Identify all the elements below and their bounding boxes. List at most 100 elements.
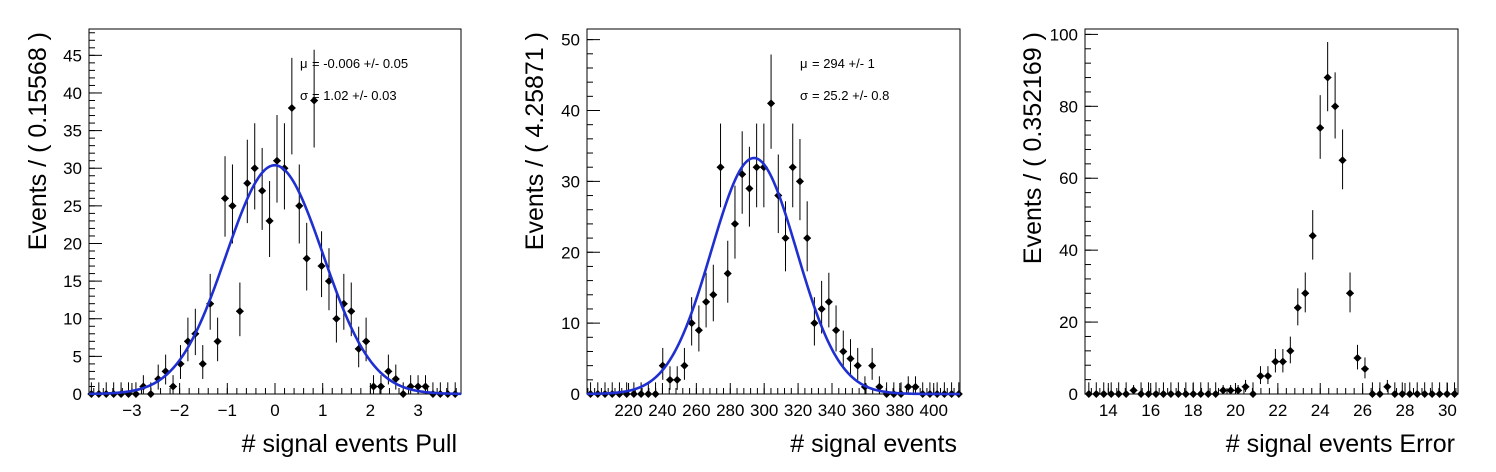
marker bbox=[1107, 390, 1116, 398]
marker bbox=[1211, 390, 1220, 398]
y-tick-label: 35 bbox=[63, 122, 82, 141]
marker bbox=[1099, 390, 1108, 398]
data-point bbox=[1375, 382, 1384, 398]
data-point bbox=[391, 364, 400, 390]
marker bbox=[817, 304, 826, 313]
stat-value: = -0.006 +/- 0.05 bbox=[312, 56, 408, 71]
marker bbox=[644, 390, 653, 398]
marker bbox=[702, 297, 711, 306]
y-tick-label: 60 bbox=[1059, 169, 1078, 188]
data-point bbox=[1331, 72, 1340, 139]
marker bbox=[1219, 386, 1228, 395]
data-point bbox=[1383, 379, 1392, 392]
data-point bbox=[1420, 382, 1429, 398]
x-tick-label: 26 bbox=[1353, 401, 1372, 420]
data-point bbox=[243, 139, 252, 224]
data-point bbox=[680, 347, 689, 380]
data-point bbox=[651, 382, 660, 398]
y-tick-label: 30 bbox=[63, 159, 82, 178]
data-point bbox=[853, 347, 862, 380]
marker bbox=[1360, 364, 1369, 373]
data-point bbox=[228, 164, 237, 244]
data-point bbox=[310, 49, 319, 148]
stat-symbol: μ bbox=[300, 56, 308, 71]
plot-frame bbox=[1084, 28, 1459, 395]
data-point bbox=[1219, 385, 1228, 395]
x-tick-label: −1 bbox=[218, 401, 237, 420]
stat-value: = 25.2 +/- 0.8 bbox=[812, 88, 889, 103]
marker bbox=[629, 390, 638, 398]
data-point bbox=[1234, 385, 1243, 395]
data-point bbox=[332, 291, 341, 343]
data-point bbox=[221, 156, 230, 237]
y-tick-label: 40 bbox=[63, 84, 82, 103]
marker bbox=[131, 390, 140, 398]
data-point bbox=[1405, 382, 1414, 398]
x-tick-label: 2 bbox=[366, 401, 375, 420]
data-point bbox=[1271, 349, 1280, 373]
y-tick-label: 25 bbox=[63, 197, 82, 216]
marker bbox=[730, 219, 739, 228]
data-point bbox=[1129, 385, 1138, 395]
marker bbox=[235, 307, 244, 316]
x-tick-label: 20 bbox=[1226, 401, 1245, 420]
data-point bbox=[1360, 357, 1369, 379]
data-point bbox=[1144, 382, 1153, 398]
data-point bbox=[730, 185, 739, 259]
data-point bbox=[1241, 379, 1250, 392]
marker bbox=[1375, 390, 1384, 398]
marker bbox=[1174, 390, 1183, 398]
data-point bbox=[911, 376, 920, 394]
data-point bbox=[832, 305, 841, 352]
data-point bbox=[1293, 288, 1302, 326]
x-tick-label: 14 bbox=[1099, 401, 1118, 420]
marker bbox=[1226, 386, 1235, 395]
data-point bbox=[1390, 382, 1399, 398]
y-tick-label: 5 bbox=[73, 347, 82, 366]
stat-symbol: σ bbox=[300, 88, 308, 103]
marker bbox=[846, 354, 855, 363]
marker bbox=[1144, 390, 1153, 398]
y-tick-label: 20 bbox=[561, 243, 580, 262]
x-tick-label: −2 bbox=[170, 401, 189, 420]
signal-events-plot: 220 240 260 280 300 320 340 360 380 400 0 10 20 30 40 5… bbox=[521, 28, 963, 458]
data-point bbox=[702, 272, 711, 328]
marker bbox=[1122, 390, 1131, 398]
marker bbox=[287, 104, 296, 113]
x-tick-label: 320 bbox=[784, 401, 812, 420]
data-point bbox=[295, 164, 304, 244]
y-tick-label: 20 bbox=[63, 234, 82, 253]
data-point bbox=[1428, 382, 1437, 398]
stat-symbol: μ bbox=[800, 56, 808, 71]
marker bbox=[317, 262, 326, 271]
marker bbox=[709, 290, 718, 299]
data-point bbox=[1316, 95, 1325, 159]
y-tick-label: 30 bbox=[561, 172, 580, 191]
data-point bbox=[1413, 382, 1422, 398]
data-point bbox=[213, 317, 222, 362]
gaussian-fit-curve bbox=[586, 156, 960, 396]
y-axis-title: Events / ( 4.25871 ) bbox=[521, 32, 549, 250]
data-point bbox=[376, 375, 385, 394]
y-tick-label: 40 bbox=[1059, 241, 1078, 260]
y-tick-label: 10 bbox=[63, 310, 82, 329]
data-point bbox=[1435, 382, 1444, 398]
marker bbox=[1249, 390, 1258, 398]
data-point bbox=[1084, 382, 1093, 398]
marker bbox=[911, 382, 920, 391]
data-point bbox=[1286, 336, 1295, 364]
data-point bbox=[369, 375, 378, 394]
marker bbox=[781, 234, 790, 243]
data-point bbox=[1346, 272, 1355, 313]
marker bbox=[853, 361, 862, 370]
data-point bbox=[673, 366, 682, 390]
data-point bbox=[235, 282, 244, 337]
marker bbox=[265, 216, 274, 225]
marker bbox=[651, 390, 660, 398]
data-point bbox=[868, 347, 877, 380]
marker bbox=[1390, 390, 1399, 398]
data-point bbox=[1137, 382, 1146, 398]
x-tick-label: −3 bbox=[122, 401, 141, 420]
x-tick-label: 400 bbox=[920, 401, 948, 420]
marker bbox=[810, 319, 819, 328]
